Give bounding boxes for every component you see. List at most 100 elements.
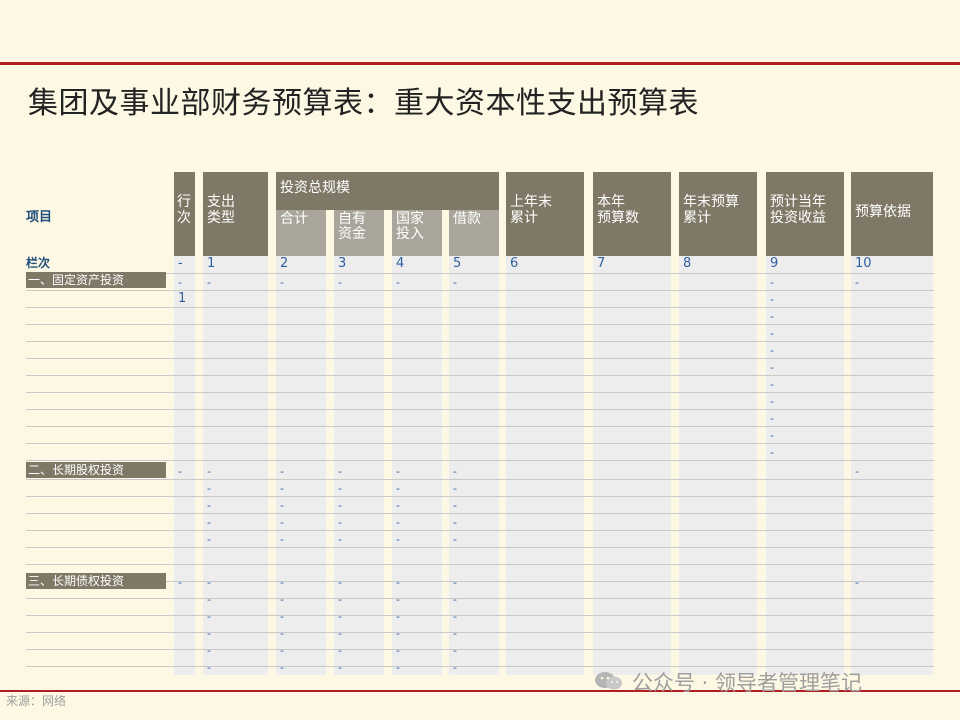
cell-dash: - bbox=[338, 644, 342, 657]
cell-dash: - bbox=[280, 644, 284, 657]
header-cell-own-funds: 自有 资金 bbox=[334, 210, 384, 256]
table-row-divider bbox=[26, 666, 934, 667]
table-column-bg bbox=[679, 256, 757, 675]
table-column-bg bbox=[449, 256, 499, 675]
cell-dash: - bbox=[396, 627, 400, 640]
column-index-value: 2 bbox=[280, 256, 289, 271]
cell-dash: - bbox=[338, 465, 342, 478]
cell-dash: - bbox=[396, 482, 400, 495]
table-row-divider bbox=[26, 530, 934, 531]
table-row-divider bbox=[26, 324, 934, 325]
cell-dash: - bbox=[396, 593, 400, 606]
cell-dash: - bbox=[396, 576, 400, 589]
header-cell-row-number: 行 次 bbox=[174, 172, 195, 256]
cell-dash: - bbox=[280, 661, 284, 674]
cell-dash: - bbox=[207, 661, 211, 674]
cell-dash: - bbox=[178, 276, 182, 289]
wechat-icon bbox=[595, 672, 622, 690]
cell-dash: - bbox=[280, 576, 284, 589]
cell-dash: - bbox=[207, 482, 211, 495]
header-cell-budget-basis: 预算依据 bbox=[851, 172, 933, 256]
cell-dash: - bbox=[453, 627, 457, 640]
cell-dash: - bbox=[178, 576, 182, 589]
cell-dash: - bbox=[396, 644, 400, 657]
header-cell-current-year-budget: 本年 预算数 bbox=[593, 172, 671, 256]
section-long-term-equity: 二、长期股权投资 bbox=[26, 462, 166, 478]
cell-dash: - bbox=[770, 344, 774, 357]
table-column-bg bbox=[334, 256, 384, 675]
cell-dash: - bbox=[207, 627, 211, 640]
cell-dash: - bbox=[453, 533, 457, 546]
column-index-value: 1 bbox=[207, 256, 216, 271]
cell-dash: - bbox=[207, 276, 211, 289]
table-column-bg bbox=[203, 256, 268, 675]
cell-dash: - bbox=[280, 276, 284, 289]
column-index-value: 9 bbox=[770, 256, 779, 271]
cell-dash: - bbox=[396, 610, 400, 623]
cell-dash: - bbox=[280, 516, 284, 529]
cell-dash: - bbox=[396, 499, 400, 512]
cell-dash: - bbox=[770, 327, 774, 340]
cell-dash: - bbox=[207, 499, 211, 512]
cell-dash: - bbox=[338, 576, 342, 589]
cell-dash: - bbox=[338, 499, 342, 512]
table-row-divider bbox=[26, 307, 934, 308]
cell-dash: - bbox=[207, 610, 211, 623]
cell-dash: - bbox=[770, 412, 774, 425]
column-index-label: 栏次 bbox=[26, 256, 51, 270]
column-index-value: 6 bbox=[510, 256, 519, 271]
cell-dash: - bbox=[453, 610, 457, 623]
cell-dash: - bbox=[855, 276, 859, 289]
cell-dash: - bbox=[453, 482, 457, 495]
cell-dash: - bbox=[338, 533, 342, 546]
row-label-header: 项目 bbox=[26, 210, 53, 225]
cell-dash: - bbox=[396, 465, 400, 478]
cell-dash: - bbox=[453, 576, 457, 589]
cell-dash: - bbox=[770, 310, 774, 323]
cell-dash: - bbox=[280, 610, 284, 623]
section-long-term-debt: 三、长期债权投资 bbox=[26, 573, 166, 589]
cell-dash: - bbox=[207, 533, 211, 546]
cell-dash: - bbox=[338, 276, 342, 289]
cell-dash: - bbox=[453, 276, 457, 289]
table-row-divider bbox=[26, 581, 934, 582]
section-fixed-assets: 一、固定资产投资 bbox=[26, 272, 166, 288]
table-row-divider bbox=[26, 290, 934, 291]
cell-dash: - bbox=[396, 516, 400, 529]
table-row-divider bbox=[26, 564, 934, 565]
table-row-divider bbox=[26, 513, 934, 514]
column-index-value: 4 bbox=[396, 256, 405, 271]
table-column-bg bbox=[392, 256, 442, 675]
table-row-divider bbox=[26, 443, 934, 444]
header-cell-prior-year-cumulative: 上年末 累计 bbox=[506, 172, 584, 256]
cell-dash: - bbox=[338, 482, 342, 495]
cell-dash: - bbox=[453, 661, 457, 674]
cell-dash: - bbox=[396, 276, 400, 289]
cell-dash: - bbox=[207, 516, 211, 529]
cell-dash: - bbox=[280, 593, 284, 606]
cell-dash: - bbox=[453, 499, 457, 512]
table-column-bg bbox=[506, 256, 584, 675]
table-row-divider bbox=[26, 547, 934, 548]
header-cell-state-input: 国家 投入 bbox=[392, 210, 442, 256]
cell-dash: - bbox=[207, 644, 211, 657]
cell-dash: - bbox=[280, 482, 284, 495]
cell-dash: - bbox=[338, 661, 342, 674]
table-column-bg bbox=[174, 256, 195, 675]
header-cell-total-investment-group: 投资总规模 bbox=[276, 172, 499, 210]
header-cell-expected-return: 预计当年 投资收益 bbox=[766, 172, 844, 256]
page-title: 集团及事业部财务预算表：重大资本性支出预算表 bbox=[28, 86, 699, 121]
cell-dash: - bbox=[280, 627, 284, 640]
header-cell-subtotal: 合计 bbox=[276, 210, 326, 256]
column-index-value: 10 bbox=[855, 256, 872, 271]
table-column-bg bbox=[766, 256, 844, 675]
cell-dash: - bbox=[338, 516, 342, 529]
table-row-divider bbox=[26, 496, 934, 497]
cell-dash: - bbox=[770, 429, 774, 442]
column-index-value: - bbox=[178, 256, 183, 271]
column-index-value: 3 bbox=[338, 256, 347, 271]
table-row-divider bbox=[26, 598, 934, 599]
column-index-value: 7 bbox=[597, 256, 606, 271]
cell-dash: - bbox=[770, 276, 774, 289]
column-index-value: 5 bbox=[453, 256, 462, 271]
